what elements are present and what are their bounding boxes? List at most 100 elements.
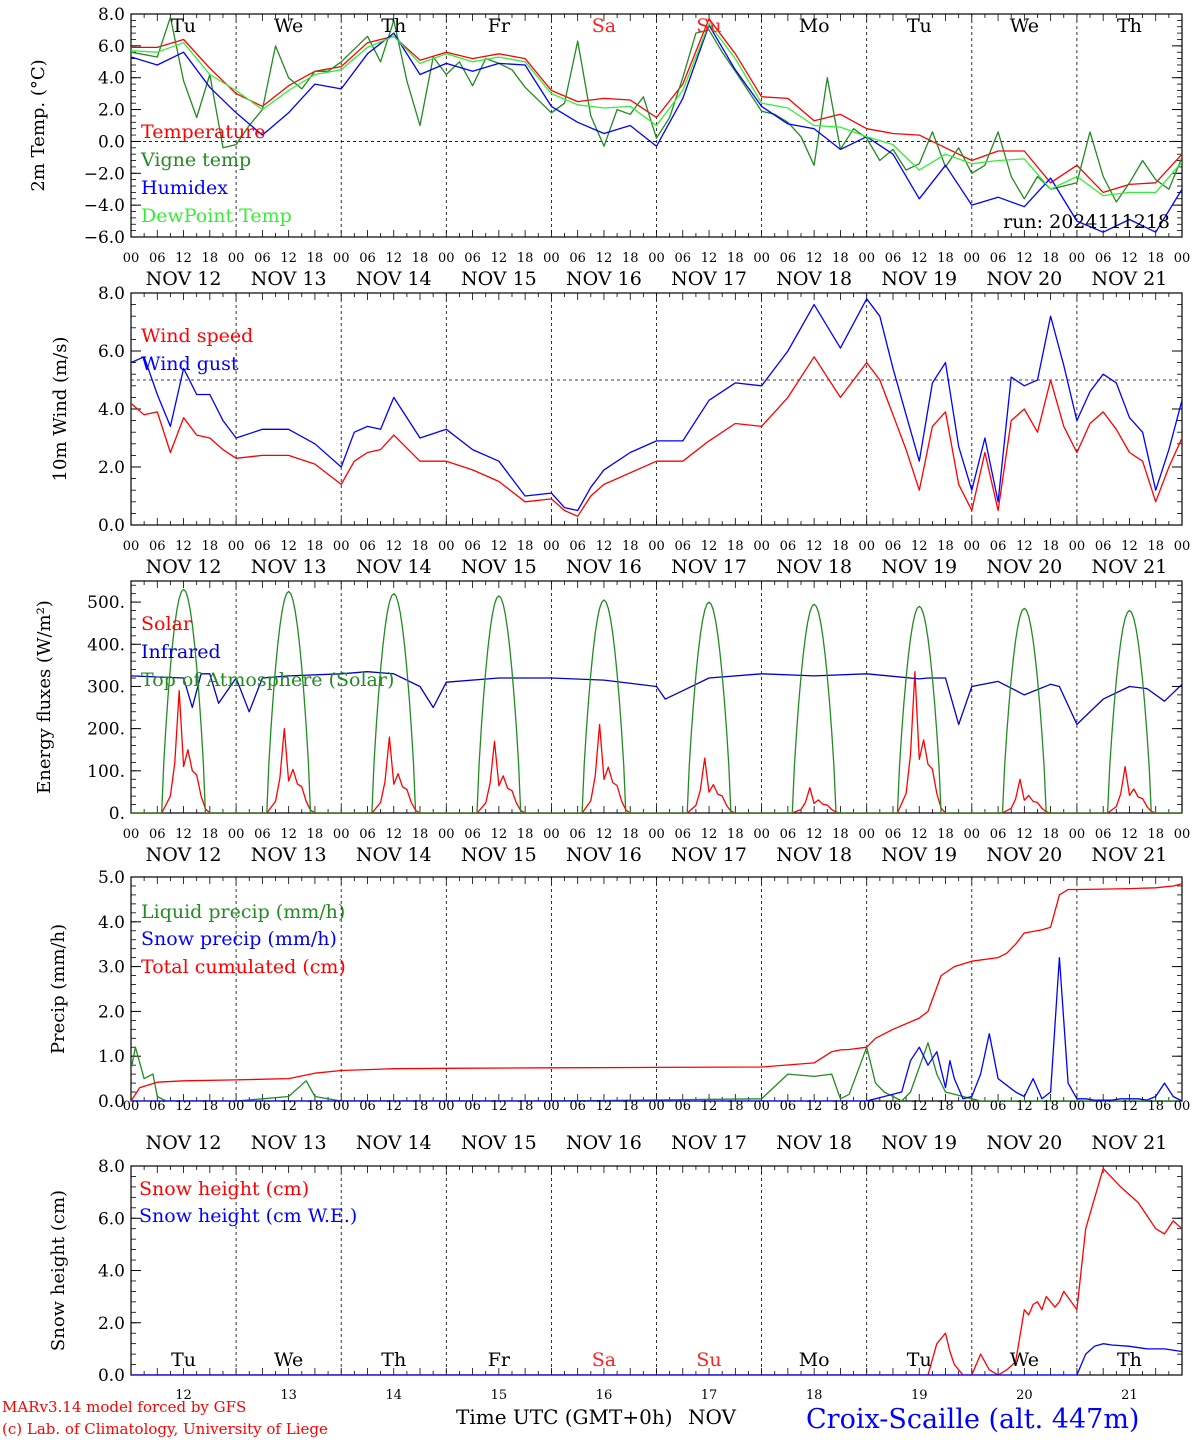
x-hour-label: 18: [1147, 539, 1164, 554]
x-day-label: NOV 21: [1092, 844, 1168, 866]
x-day-label: NOV 18: [776, 844, 852, 866]
x-hour-label: 12: [175, 251, 192, 266]
x-hour-label: 12: [701, 827, 718, 842]
series-layer: [131, 883, 1182, 1101]
x-hour-label: 00: [964, 827, 981, 842]
x-hour-label: 00: [123, 251, 140, 266]
x-day-label: NOV 18: [776, 556, 852, 578]
panel-snow: 8.0 6.0 4.0 2.0 0.0 Snow height (cm) Snow heig…: [48, 1157, 1183, 1403]
x-hour-label: 18: [832, 1099, 849, 1114]
y-tick-label: 4.0: [98, 400, 125, 420]
x-hour-label: 12: [385, 539, 402, 554]
x-hour-label: 18: [412, 251, 429, 266]
x-day-label: 15: [491, 1388, 508, 1403]
x-hour-label: 06: [149, 827, 166, 842]
x-hour-label: 00: [1069, 251, 1086, 266]
x-hour-label: 18: [1147, 1099, 1164, 1114]
x-day-label: NOV 16: [566, 844, 642, 866]
legend-entry: Wind speed: [141, 325, 253, 347]
x-hour-label: 18: [622, 1099, 639, 1114]
panel-precip: 5.0 4.0 3.0 2.0 1.0 0.0 Precip (mm/h) Liquid pr…: [48, 868, 1190, 1154]
x-hour-label: 00: [1174, 251, 1191, 266]
x-hour-label: 18: [517, 827, 534, 842]
y-tick-label: 6.0: [98, 1209, 125, 1229]
x-hour-label: 18: [1042, 1099, 1059, 1114]
x-day-label: NOV 20: [986, 556, 1062, 578]
model-credit: MARv3.14 model forced by GFS: [2, 1398, 246, 1416]
series-line-snow-precip-mm-h-: [131, 956, 1182, 1101]
x-hour-label: 00: [648, 539, 665, 554]
x-hour-label: 18: [937, 251, 954, 266]
x-hour-label: 18: [832, 827, 849, 842]
x-day-label: NOV 15: [461, 268, 537, 290]
x-day-label: NOV 19: [881, 1132, 957, 1154]
weekday-label: Th: [1117, 1349, 1142, 1371]
x-hour-label: 06: [464, 539, 481, 554]
x-hour-label: 06: [149, 1099, 166, 1114]
y-tick-label: 1.0: [98, 1047, 125, 1067]
x-hour-label: 06: [254, 539, 271, 554]
x-day-label: NOV 14: [356, 268, 432, 290]
x-day-label: NOV 15: [461, 844, 537, 866]
series-line-infrared: [131, 671, 1182, 726]
x-hour-label: 12: [280, 539, 297, 554]
x-hour-label: 18: [307, 1099, 324, 1114]
y-tick-label: 8.0: [98, 1157, 125, 1177]
weekday-label: Su: [696, 15, 721, 37]
x-hour-label: 06: [1095, 827, 1112, 842]
legend-entry: Snow height (cm): [139, 1178, 309, 1200]
x-hour-label: 12: [1016, 539, 1033, 554]
chart-panels: 8.0 6.0 4.0 2.0 0.0 −2.0 −4.0 −6.0 2m Temp. (°C)…: [28, 5, 1190, 1403]
x-hour-label: 18: [412, 539, 429, 554]
x-hour-label: 18: [727, 1099, 744, 1114]
x-hour-label: 00: [333, 1099, 350, 1114]
x-hour-label: 12: [1016, 1099, 1033, 1114]
y-tick-label: 4.0: [98, 1262, 125, 1282]
x-hour-label: 12: [701, 251, 718, 266]
x-hour-label: 18: [202, 251, 219, 266]
x-hour-label: 00: [753, 827, 770, 842]
x-hour-label: 12: [1121, 827, 1138, 842]
panel-energy: 500. 400. 300. 200. 100. 0. Energy fluxes (W/m…: [34, 580, 1190, 866]
x-hour-label: 12: [596, 539, 613, 554]
x-hour-label: 12: [596, 1099, 613, 1114]
y-tick-label: 8.0: [98, 284, 125, 304]
x-hour-label: 00: [228, 539, 245, 554]
x-hour-label: 00: [438, 539, 455, 554]
x-hour-label: 06: [990, 827, 1007, 842]
x-hour-label: 06: [990, 539, 1007, 554]
x-hour-label: 18: [412, 1099, 429, 1114]
x-hour-label: 18: [832, 539, 849, 554]
series-line-solar: [131, 671, 1182, 813]
x-hour-label: 18: [307, 827, 324, 842]
x-hour-label: 00: [964, 539, 981, 554]
x-hour-label: 00: [753, 1099, 770, 1114]
x-axis-title: Time UTC (GMT+0h): [456, 1405, 673, 1429]
x-hour-label: 12: [806, 539, 823, 554]
x-hour-label: 12: [280, 251, 297, 266]
x-hour-label: 18: [1042, 251, 1059, 266]
y-tick-label: 6.0: [98, 37, 125, 57]
x-hour-label: 00: [438, 251, 455, 266]
x-hour-label: 18: [727, 539, 744, 554]
x-day-label: NOV 19: [881, 556, 957, 578]
x-hour-label: 00: [333, 539, 350, 554]
x-hour-label: 06: [149, 539, 166, 554]
x-hour-label: 18: [1147, 251, 1164, 266]
x-hour-label: 12: [701, 539, 718, 554]
x-hour-label: 18: [307, 539, 324, 554]
y-tick-label: −2.0: [84, 164, 125, 184]
x-hour-label: 12: [911, 1099, 928, 1114]
legend-entry: Liquid precip (mm/h): [141, 901, 345, 923]
x-hour-label: 00: [123, 539, 140, 554]
legend-entry: Snow height (cm W.E.): [139, 1205, 357, 1227]
lab-credit: (c) Lab. of Climatology, University of L…: [2, 1420, 328, 1438]
x-hour-label: 18: [517, 251, 534, 266]
x-day-label: NOV 14: [356, 556, 432, 578]
x-hour-label: 18: [1042, 539, 1059, 554]
x-hour-label: 18: [202, 1099, 219, 1114]
x-hour-label: 06: [569, 827, 586, 842]
x-hour-label: 06: [885, 827, 902, 842]
x-day-label: NOV 12: [146, 268, 222, 290]
x-hour-label: 18: [1147, 827, 1164, 842]
